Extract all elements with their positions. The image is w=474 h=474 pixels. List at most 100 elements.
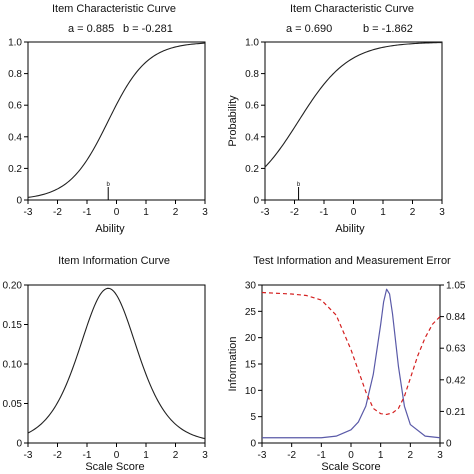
panel-test-info-x-ticks: -3 -2 -1 0 1 2 3 [258, 443, 443, 461]
x-tick-label: -3 [261, 207, 270, 218]
panel-icc-1-curve-layer [27, 42, 206, 198]
x-tick-label: -3 [24, 207, 33, 218]
panel-icc-1-param-a: a = 0.885 [68, 23, 114, 35]
panel-icc-1-title: Item Characteristic Curve [52, 3, 176, 15]
y-tick-label: 0.4 [8, 132, 22, 143]
panel-iic-x-label: Scale Score [85, 461, 144, 473]
y-tick-label: 0.4 [245, 132, 259, 143]
y-tick-label: 0.10 [3, 360, 23, 371]
panel-icc-1-param-b: b = -0.281 [123, 23, 173, 35]
panel-icc-2-b-marker-label: b [297, 182, 301, 188]
y-tick-label: 0.6 [245, 101, 259, 112]
panel-iic-frame [27, 284, 206, 444]
panel-icc-2-y-ticks: 0 0.2 0.4 0.6 0.8 1.0 [245, 38, 265, 207]
x-tick-label: -2 [287, 450, 296, 461]
panel-test-info-y-label: Information [227, 336, 239, 391]
panel-icc-1: Item Characteristic Curve a = 0.885 b = … [8, 3, 208, 235]
y-tick-label: 1.0 [8, 38, 22, 49]
y-tick-label: 0.05 [3, 399, 23, 410]
x-tick-label: 3 [202, 207, 208, 218]
y2-tick-label: 0.84 [446, 312, 466, 323]
y2-tick-label: 0 [446, 439, 452, 450]
y-tick-label: 5 [250, 412, 256, 423]
y2-tick-label: 0.42 [446, 375, 466, 386]
panel-test-info-curve-layer [261, 288, 441, 439]
panel-icc-2: Item Characteristic Curve a = 0.690 b = … [227, 3, 445, 235]
panel-test-info: Test Information and Measurement Error -… [227, 255, 466, 473]
x-tick-label: -2 [53, 450, 62, 461]
panel-icc-2-param-a: a = 0.690 [286, 23, 332, 35]
panel-icc-1-y-ticks: 0 0.2 0.4 0.6 0.8 1.0 [8, 38, 28, 207]
icc-curve-line [264, 41, 443, 168]
panel-iic-curve-layer [27, 287, 206, 440]
x-tick-label: -1 [83, 207, 92, 218]
x-tick-label: -1 [317, 450, 326, 461]
panel-icc-2-x-label: Ability [335, 223, 365, 235]
x-tick-label: 3 [202, 450, 208, 461]
panel-iic: Item Information Curve -3 -2 -1 0 1 2 3 00.050… [3, 255, 209, 473]
y2-tick-label: 0.63 [446, 344, 466, 355]
x-tick-label: 2 [408, 450, 414, 461]
y-tick-label: 20 [245, 333, 257, 344]
panel-iic-x-ticks: -3 -2 -1 0 1 2 3 [24, 443, 208, 461]
panel-icc-1-frame [27, 41, 206, 201]
x-tick-label: -1 [83, 450, 92, 461]
x-tick-label: -1 [320, 207, 329, 218]
y-tick-label: 0 [253, 196, 259, 207]
x-tick-label: 3 [439, 207, 445, 218]
panel-test-info-y2-ticks: 0 0.21 0.42 0.63 0.84 1.05 [440, 281, 466, 450]
x-tick-label: 1 [378, 450, 384, 461]
y-tick-label: 0.2 [245, 164, 259, 175]
y-tick-label: 0.20 [3, 281, 23, 292]
panel-iic-title: Item Information Curve [58, 255, 170, 267]
x-tick-label: 2 [173, 450, 179, 461]
x-tick-label: 0 [348, 450, 354, 461]
x-tick-label: 2 [173, 207, 179, 218]
panel-icc-1-x-ticks: -3 -2 -1 0 1 2 3 [24, 200, 208, 218]
panel-iic-y-ticks: 0 0.05 0.10 0.15 0.20 [3, 281, 28, 450]
measurement-error-line [261, 291, 441, 416]
x-tick-label: 3 [437, 450, 443, 461]
panel-icc-2-title: Item Characteristic Curve [290, 3, 414, 15]
y-tick-label: 0.8 [245, 69, 259, 80]
x-tick-label: 1 [143, 450, 149, 461]
x-tick-label: 0 [114, 450, 120, 461]
panel-icc-2-x-ticks: -3 -2 -1 0 1 2 3 [261, 200, 445, 218]
panel-test-info-title: Test Information and Measurement Error [253, 255, 451, 267]
y-tick-label: 0.2 [8, 164, 22, 175]
x-tick-label: 0 [114, 207, 120, 218]
panel-test-info-y-ticks: 0 5 10 15 20 25 30 [245, 281, 262, 450]
panel-icc-2-y-label: Probability [227, 95, 239, 147]
item-information-line [27, 287, 206, 440]
x-tick-label: -2 [290, 207, 299, 218]
y-tick-label: 25 [245, 307, 257, 318]
x-tick-label: 0 [351, 207, 357, 218]
y-tick-label: 0 [250, 439, 256, 450]
y-tick-label: 30 [245, 281, 257, 292]
panel-test-info-frame [261, 284, 441, 444]
x-tick-label: -2 [53, 207, 62, 218]
x-tick-label: 1 [380, 207, 386, 218]
y-tick-label: 10 [245, 386, 257, 397]
panel-test-info-x-label: Scale Score [321, 461, 380, 473]
y-tick-label: 0.8 [8, 69, 22, 80]
y2-tick-label: 0.21 [446, 407, 466, 418]
panel-icc-2-curve-layer [264, 41, 443, 168]
test-information-line [262, 288, 441, 439]
y-tick-label: 0 [16, 196, 22, 207]
y-tick-label: 1.0 [245, 38, 259, 49]
panel-icc-1-x-label: Ability [95, 223, 125, 235]
x-tick-label: -3 [24, 450, 33, 461]
y-tick-label: 0.15 [3, 320, 23, 331]
x-tick-label: 2 [410, 207, 416, 218]
y-tick-label: 15 [245, 360, 257, 371]
x-tick-label: 1 [143, 207, 149, 218]
x-tick-label: -3 [258, 450, 267, 461]
panel-icc-2-param-b: b = -1.862 [363, 23, 413, 35]
y-tick-label: 0 [16, 439, 22, 450]
icc-curve-line [27, 42, 206, 198]
y-tick-label: 0.6 [8, 101, 22, 112]
panel-icc-2-frame [264, 41, 443, 201]
y2-tick-label: 1.05 [446, 281, 466, 292]
